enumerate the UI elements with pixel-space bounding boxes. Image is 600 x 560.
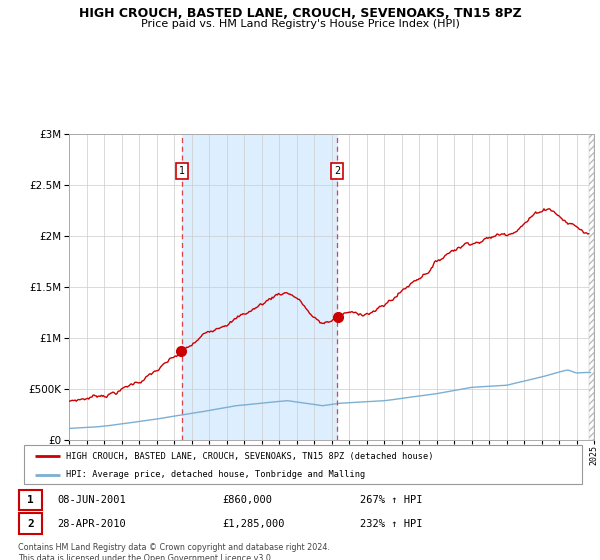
Text: 28-APR-2010: 28-APR-2010 (57, 519, 126, 529)
Text: HIGH CROUCH, BASTED LANE, CROUCH, SEVENOAKS, TN15 8PZ (detached house): HIGH CROUCH, BASTED LANE, CROUCH, SEVENO… (66, 452, 433, 461)
Bar (182, 134, 337, 440)
Text: 08-JUN-2001: 08-JUN-2001 (57, 495, 126, 505)
Text: Price paid vs. HM Land Registry's House Price Index (HPI): Price paid vs. HM Land Registry's House … (140, 19, 460, 29)
Text: £860,000: £860,000 (222, 495, 272, 505)
Bar (589, 134, 594, 440)
Text: £1,285,000: £1,285,000 (222, 519, 284, 529)
Text: 1: 1 (27, 495, 34, 505)
Text: 2: 2 (334, 166, 340, 176)
Text: 267% ↑ HPI: 267% ↑ HPI (360, 495, 422, 505)
Text: 2: 2 (27, 519, 34, 529)
Text: Contains HM Land Registry data © Crown copyright and database right 2024.
This d: Contains HM Land Registry data © Crown c… (18, 543, 330, 560)
Text: 1: 1 (179, 166, 185, 176)
Text: HPI: Average price, detached house, Tonbridge and Malling: HPI: Average price, detached house, Tonb… (66, 470, 365, 479)
Text: 232% ↑ HPI: 232% ↑ HPI (360, 519, 422, 529)
Text: HIGH CROUCH, BASTED LANE, CROUCH, SEVENOAKS, TN15 8PZ: HIGH CROUCH, BASTED LANE, CROUCH, SEVENO… (79, 7, 521, 20)
